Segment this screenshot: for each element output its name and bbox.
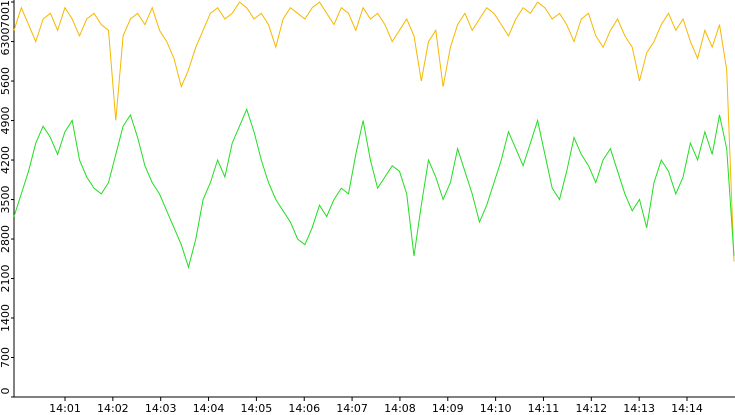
y-tick-label: 700	[0, 347, 12, 368]
x-tick-label: 14:02	[97, 402, 129, 415]
y-tick-label: 5600	[0, 67, 12, 95]
x-tick-label: 14:06	[288, 402, 320, 415]
series-line	[13, 1, 735, 262]
y-tick-label: 4200	[0, 146, 12, 174]
y-tick-label: 2800	[0, 225, 12, 253]
x-tick-label: 14:12	[575, 402, 607, 415]
y-tick-label: 2100	[0, 265, 12, 293]
x-tick-label: 14:07	[336, 402, 368, 415]
x-tick-label: 14:11	[528, 402, 560, 415]
y-tick-label: 1400	[0, 304, 12, 332]
y-tick-label: 6300	[0, 28, 12, 56]
y-tick-label: 0	[0, 388, 12, 395]
x-tick-label: 14:08	[384, 402, 416, 415]
x-tick-label: 14:01	[49, 402, 81, 415]
x-tick-label: 14:13	[623, 402, 655, 415]
x-tick-label: 14:04	[193, 402, 225, 415]
y-tick-label: 7001	[0, 0, 12, 28]
y-tick-label: 4900	[0, 107, 12, 135]
x-tick-label: 14:14	[671, 402, 703, 415]
x-tick-label: 14:03	[145, 402, 177, 415]
x-tick-label: 14:09	[432, 402, 464, 415]
series-line	[13, 107, 735, 269]
y-tick-label: 3500	[0, 186, 12, 214]
x-tick-label: 14:10	[480, 402, 512, 415]
x-tick-label: 14:05	[241, 402, 273, 415]
